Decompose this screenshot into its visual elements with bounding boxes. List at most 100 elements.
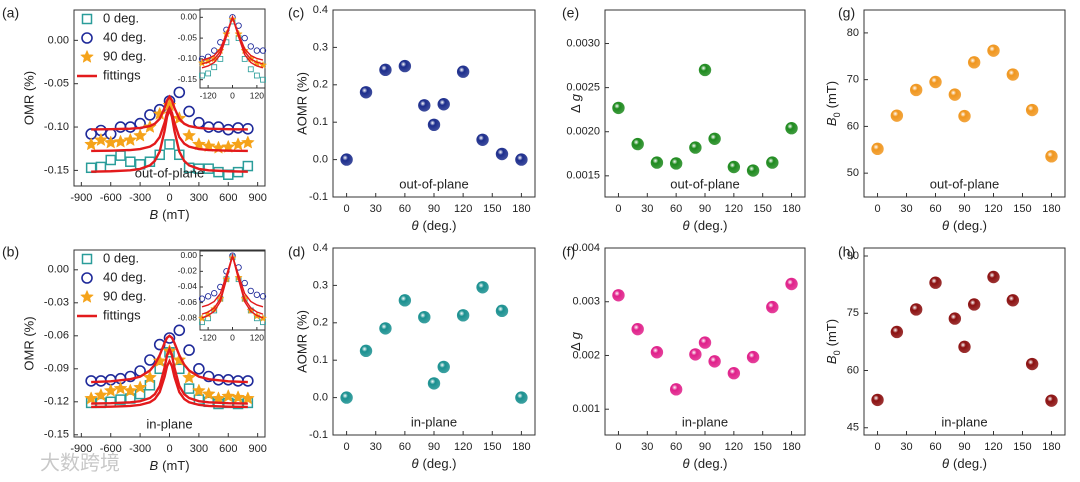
circle-marker: [253, 291, 261, 298]
y-tick-label: -0.04: [178, 281, 198, 291]
y-tick-label: -0.15: [44, 164, 69, 176]
y-tick-label: -0.08: [178, 313, 198, 323]
panel-label: (h): [838, 244, 855, 260]
star-marker: [104, 383, 118, 397]
y-label-part: B: [824, 117, 839, 126]
sphere-marker: [379, 63, 392, 77]
sphere-marker: [967, 298, 981, 311]
y-tick-label: 0.0030: [566, 37, 600, 49]
y-label-part: g: [568, 93, 583, 101]
y-tick-label: 60: [847, 364, 859, 376]
x-tick-label: -300: [129, 192, 151, 204]
plot-frame: [332, 9, 536, 198]
x-tick-label: 60: [670, 203, 682, 215]
circle-marker: [183, 105, 195, 118]
star-marker: [94, 388, 108, 401]
sphere-marker: [727, 367, 741, 380]
x-tick-label: 30: [900, 203, 912, 215]
annotation: in-plane: [941, 414, 987, 429]
sphere-marker: [689, 141, 702, 154]
x-axis-label: θ (deg.): [411, 456, 456, 471]
y-tick-label: 0.4: [313, 4, 328, 16]
x-tick-label: 120: [250, 90, 264, 100]
star-marker: [231, 390, 245, 403]
y-tick-label: -0.05: [44, 78, 69, 90]
legend-label: 90 deg.: [103, 288, 146, 303]
y-tick-label: -0.10: [44, 121, 69, 133]
y-tick-label: 0.00: [180, 12, 197, 22]
x-tick-label: -300: [129, 443, 151, 455]
chart-panel: 0 30 60 90 120 150 180 45 60 75 90 in-plane (h) θ (deg…: [824, 244, 1066, 471]
annotation: out-of-plane: [135, 165, 204, 180]
sphere-marker: [967, 56, 981, 69]
sphere-marker: [456, 309, 470, 322]
sphere-marker: [340, 153, 353, 166]
star-marker: [114, 134, 128, 148]
y-label-part: Δ: [568, 342, 583, 351]
sphere-marker: [948, 312, 962, 325]
circle-marker: [163, 332, 176, 344]
x-tick-label: 600: [219, 443, 237, 455]
circle-marker: [144, 109, 156, 121]
sphere-marker: [958, 109, 971, 123]
x-tick-label: 180: [1042, 203, 1060, 215]
x-tick-label: 300: [190, 192, 208, 204]
sphere-marker: [1006, 294, 1020, 307]
square-marker: [205, 70, 212, 77]
panel-label: (a): [2, 5, 19, 21]
y-tick-label: 0.003: [572, 296, 600, 308]
x-label-part: (mT): [162, 207, 189, 222]
x-tick-label: 0: [874, 441, 880, 453]
x-tick-label: 150: [483, 203, 501, 215]
x-axis-label: θ (deg.): [682, 218, 727, 233]
x-tick-label: 60: [399, 203, 411, 215]
circle-marker: [202, 370, 215, 383]
x-tick-label: 150: [1013, 203, 1031, 215]
y-tick-label: -0.09: [44, 363, 69, 375]
inset-chart: -120 0 120 0.00 -0.05 -0.10 -0.15: [178, 8, 267, 100]
plot-frame: [863, 9, 1066, 198]
sphere-marker: [890, 325, 904, 339]
x-tick-label: 180: [1042, 441, 1060, 453]
chart-panel: 0 30 60 90 120 150 180 -0.1 0.0 0.1 0.2 0.3 0.4 in-pl…: [288, 242, 536, 471]
star-marker: [123, 133, 137, 146]
circle-marker: [193, 362, 205, 375]
sphere-marker: [785, 121, 798, 135]
x-tick-label: 0: [874, 203, 880, 215]
y-tick-label: 0.00: [180, 250, 197, 260]
x-tick-label: 30: [641, 203, 653, 215]
x-tick-label: -900: [70, 192, 92, 204]
annotation: in-plane: [682, 414, 728, 429]
y-tick-label: 0.3: [313, 279, 328, 291]
y-tick-label: -0.02: [178, 266, 198, 276]
circle-marker: [81, 272, 93, 284]
sphere-marker: [689, 348, 702, 361]
fit-curve: [201, 15, 264, 65]
x-axis-label: θ (deg.): [942, 218, 987, 233]
x-label-part: θ: [411, 218, 418, 233]
star-marker: [84, 391, 98, 405]
y-axis-label: Δg: [568, 93, 583, 113]
star-marker: [114, 381, 128, 395]
y-axis-label: OMR (%): [21, 316, 36, 370]
star-marker: [231, 137, 245, 150]
x-tick-label: 30: [900, 441, 912, 453]
sphere-marker: [476, 133, 489, 146]
x-tick-label: 300: [190, 443, 208, 455]
x-label-part: (deg.): [953, 218, 987, 233]
x-tick-label: -120: [200, 332, 217, 342]
star-marker: [241, 135, 255, 149]
circle-marker: [241, 279, 248, 287]
fit-curve: [91, 334, 248, 384]
star-marker: [143, 370, 157, 384]
star-marker: [133, 380, 147, 394]
star-marker: [192, 383, 206, 397]
x-tick-label: 150: [1013, 441, 1031, 453]
chart-panel: 0 30 60 90 120 150 180 -0.1 0.0 0.1 0.2 0.3 0.4 out-o…: [288, 4, 536, 233]
fit-curve: [91, 345, 248, 405]
y-tick-label: 0.0015: [566, 170, 600, 182]
x-tick-label: -600: [100, 192, 122, 204]
sphere-marker: [929, 276, 942, 289]
panel-label: (b): [2, 244, 19, 260]
